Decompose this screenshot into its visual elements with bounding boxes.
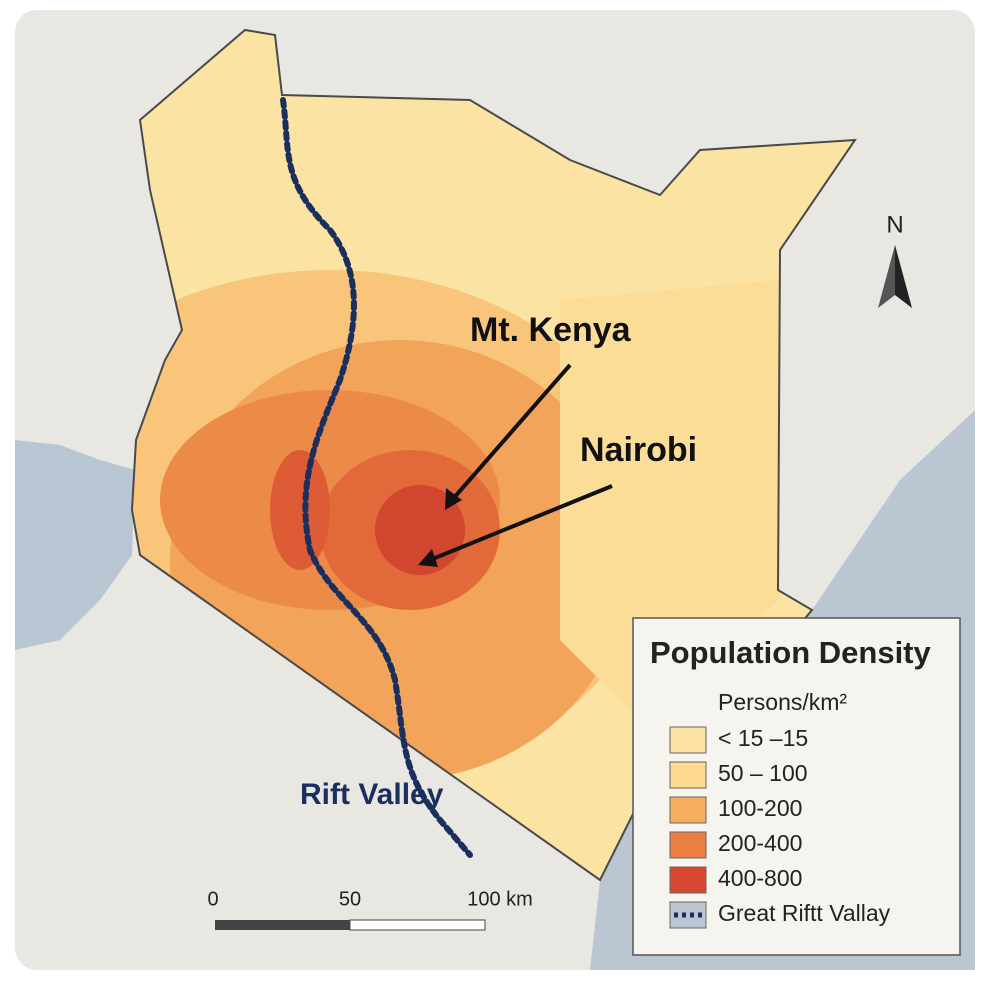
scale-label: 0 xyxy=(207,888,218,910)
label-mt-kenya: Mt. Kenya xyxy=(470,311,632,349)
region-east xyxy=(560,280,780,720)
arrowhead xyxy=(445,488,462,510)
region-densest xyxy=(375,485,465,575)
label-rift-valley: Rift Valley xyxy=(300,778,444,811)
legend-swatch xyxy=(669,796,707,824)
scale-label: 100 km xyxy=(467,888,533,910)
scale-bar xyxy=(349,919,486,931)
rift-valley-line xyxy=(280,97,473,858)
legend-label: 200-400 xyxy=(718,830,802,856)
legend-label: Great Riftt Vallay xyxy=(718,900,891,926)
legend-swatch xyxy=(669,866,707,894)
legend-label: 50 – 100 xyxy=(718,760,808,786)
scale-bar xyxy=(215,920,350,930)
north-arrow xyxy=(878,245,895,308)
arrow-nairobi xyxy=(429,484,613,562)
legend-items: < 15 –15 50 – 100 100-200 200-400 400-800 Gre… xyxy=(669,725,891,929)
legend-title: Population Density xyxy=(650,635,932,670)
legend-swatch xyxy=(669,761,707,789)
legend-label: 400-800 xyxy=(718,865,802,891)
north-arrow xyxy=(895,245,912,308)
scale-label: 50 xyxy=(339,888,361,910)
north-label: N xyxy=(886,211,903,238)
legend-label: < 15 –15 xyxy=(718,725,808,751)
label-nairobi: Nairobi xyxy=(580,431,697,469)
region-dense-west xyxy=(270,450,330,570)
legend-swatch xyxy=(669,726,707,754)
legend-swatch xyxy=(669,831,707,859)
lake-victoria xyxy=(15,440,135,650)
legend-label: 100-200 xyxy=(718,795,802,821)
legend-unit: Persons/km² xyxy=(718,689,847,715)
arrow-mt-kenya xyxy=(450,363,572,502)
arrowhead xyxy=(418,549,438,567)
